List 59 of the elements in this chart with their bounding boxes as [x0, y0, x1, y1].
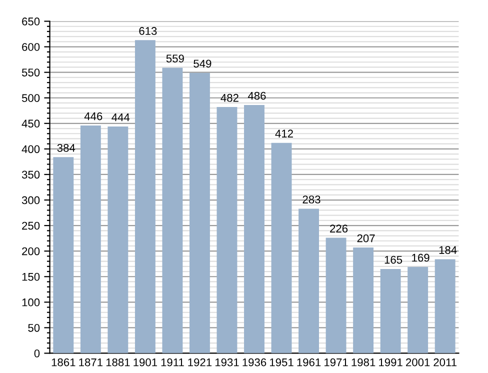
bar	[434, 259, 456, 354]
bar	[380, 268, 401, 354]
data-label: 482	[220, 94, 238, 102]
y-tick-label: 450	[22, 120, 40, 128]
data-label: 283	[302, 196, 320, 204]
y-tick-label: 300	[22, 196, 40, 204]
x-tick-label: 1991	[379, 358, 402, 366]
data-label: 446	[84, 112, 102, 120]
data-label: 169	[412, 254, 430, 262]
x-tick-label: 1981	[352, 358, 376, 366]
y-tick-label: 500	[22, 94, 40, 102]
bar	[216, 107, 238, 354]
data-label: 486	[248, 92, 266, 100]
x-tick-label: 1911	[161, 358, 184, 366]
bar	[298, 208, 319, 354]
bar	[326, 238, 346, 354]
bar	[353, 248, 374, 354]
x-tick-label: 2011	[434, 358, 456, 366]
data-label: 412	[275, 130, 293, 138]
bar	[190, 72, 210, 354]
x-tick-label: 1921	[188, 358, 212, 366]
x-tick-label: 1961	[297, 358, 321, 366]
x-tick-label: 1951	[270, 358, 294, 366]
bar	[53, 157, 74, 354]
y-tick-label: 350	[22, 170, 40, 179]
x-tick-label: 2001	[406, 358, 430, 366]
y-tick-label: 250	[22, 222, 40, 230]
x-tick-label: 1871	[79, 358, 102, 366]
data-label: 207	[357, 234, 375, 242]
x-tick-label: 1901	[134, 358, 158, 366]
x-tick-label: 1861	[52, 358, 76, 366]
bar	[244, 105, 264, 354]
bar	[408, 266, 428, 354]
data-label: 559	[166, 54, 184, 62]
data-label: 444	[112, 113, 130, 122]
data-label: 184	[439, 246, 457, 254]
x-tick-label: 1936	[242, 358, 266, 366]
y-tick-label: 200	[22, 247, 40, 256]
bar	[162, 68, 183, 354]
bar	[80, 125, 101, 354]
y-tick-label: 150	[22, 272, 40, 281]
data-label: 384	[57, 144, 76, 152]
data-label: 613	[139, 27, 157, 35]
y-tick-label: 550	[22, 68, 40, 76]
y-tick-label: 600	[22, 43, 40, 51]
bar	[271, 142, 292, 354]
x-tick-label: 1931	[215, 358, 239, 366]
data-label: 226	[330, 224, 348, 233]
x-tick-label: 1971	[324, 358, 348, 366]
y-tick-label: 400	[22, 145, 40, 154]
bar	[134, 40, 156, 354]
y-tick-label: 100	[22, 298, 40, 306]
bar	[108, 126, 128, 354]
data-label: 165	[384, 256, 402, 264]
y-tick-label: 0	[34, 350, 40, 358]
x-tick-label: 1881	[106, 358, 130, 366]
y-tick-label: 50	[28, 324, 40, 332]
data-label: 549	[194, 60, 212, 68]
y-tick-label: 650	[22, 18, 40, 26]
